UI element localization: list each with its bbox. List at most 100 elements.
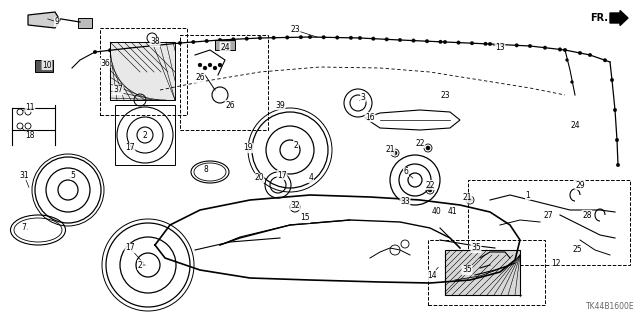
Circle shape: [232, 38, 235, 41]
Bar: [428, 240, 545, 305]
Circle shape: [563, 48, 567, 52]
Text: 20: 20: [254, 174, 264, 182]
Circle shape: [443, 40, 447, 44]
Circle shape: [502, 43, 505, 47]
Bar: [445, 250, 520, 295]
Circle shape: [128, 46, 132, 50]
Circle shape: [218, 63, 222, 67]
Circle shape: [203, 66, 207, 70]
Text: TK44B1600E: TK44B1600E: [586, 302, 635, 311]
Text: 21: 21: [385, 145, 395, 154]
Circle shape: [169, 42, 173, 46]
Circle shape: [426, 146, 430, 150]
Text: 40: 40: [432, 207, 442, 217]
Text: 4: 4: [308, 174, 314, 182]
Text: 16: 16: [365, 113, 375, 122]
Text: 41: 41: [447, 207, 457, 217]
Circle shape: [615, 138, 619, 142]
Circle shape: [385, 38, 388, 41]
Circle shape: [398, 38, 402, 42]
Text: 24: 24: [570, 121, 580, 130]
Circle shape: [558, 48, 562, 51]
Circle shape: [578, 51, 582, 55]
Circle shape: [588, 53, 592, 57]
Text: 32: 32: [290, 201, 300, 210]
Polygon shape: [28, 12, 60, 28]
Circle shape: [308, 35, 312, 39]
Circle shape: [412, 39, 415, 42]
Circle shape: [191, 40, 195, 44]
Circle shape: [156, 43, 159, 47]
Text: 37: 37: [113, 85, 123, 94]
Circle shape: [258, 36, 262, 40]
Text: 17: 17: [277, 170, 287, 180]
Circle shape: [108, 48, 112, 52]
Circle shape: [528, 44, 532, 48]
Circle shape: [299, 35, 303, 39]
Bar: [468, 180, 630, 265]
Text: 5: 5: [70, 170, 76, 180]
Circle shape: [438, 40, 442, 44]
Circle shape: [93, 50, 97, 54]
Text: 28: 28: [582, 211, 592, 219]
Text: 36: 36: [100, 58, 110, 68]
Text: 8: 8: [204, 166, 209, 174]
Bar: [180, 35, 268, 130]
Circle shape: [178, 41, 182, 45]
Circle shape: [349, 36, 353, 40]
Text: 29: 29: [575, 181, 585, 189]
Circle shape: [372, 37, 375, 41]
Text: 27: 27: [543, 211, 553, 219]
Bar: [215, 40, 235, 50]
Text: 39: 39: [275, 100, 285, 109]
Text: 10: 10: [42, 61, 52, 70]
Bar: [115, 105, 175, 165]
Circle shape: [488, 42, 492, 46]
Bar: [35, 60, 53, 72]
Circle shape: [198, 63, 202, 67]
Text: 3: 3: [360, 93, 365, 101]
Text: 26: 26: [225, 100, 235, 109]
Circle shape: [285, 36, 289, 39]
Text: 11: 11: [25, 102, 35, 112]
Circle shape: [613, 108, 617, 112]
Text: 38: 38: [150, 38, 160, 47]
Text: 25: 25: [572, 246, 582, 255]
FancyArrow shape: [610, 11, 628, 26]
Text: 2: 2: [143, 130, 147, 139]
Circle shape: [566, 58, 568, 62]
Circle shape: [457, 41, 460, 44]
Circle shape: [484, 42, 487, 46]
Circle shape: [322, 35, 325, 39]
Text: 17: 17: [125, 243, 135, 253]
Text: 1: 1: [525, 190, 531, 199]
Circle shape: [425, 40, 429, 43]
Text: 2: 2: [138, 261, 142, 270]
Text: 23: 23: [290, 26, 300, 34]
Text: 14: 14: [427, 271, 437, 279]
Circle shape: [616, 163, 620, 167]
Text: 2: 2: [294, 140, 298, 150]
Circle shape: [428, 188, 432, 192]
Text: 7: 7: [22, 224, 26, 233]
Bar: [100, 28, 187, 115]
Circle shape: [205, 39, 209, 43]
Text: 17: 17: [125, 144, 135, 152]
Text: 22: 22: [415, 138, 425, 147]
Circle shape: [213, 66, 217, 70]
Bar: [110, 42, 175, 100]
Text: 23: 23: [440, 91, 450, 100]
Text: 22: 22: [425, 181, 435, 189]
Circle shape: [610, 78, 614, 82]
Circle shape: [245, 37, 248, 41]
Circle shape: [358, 36, 362, 40]
Circle shape: [515, 43, 518, 47]
Circle shape: [142, 45, 145, 48]
Text: 15: 15: [300, 213, 310, 222]
Circle shape: [468, 198, 472, 202]
Text: 21: 21: [462, 194, 472, 203]
Circle shape: [570, 80, 573, 84]
Text: 31: 31: [19, 170, 29, 180]
Text: 9: 9: [54, 18, 60, 26]
Text: 24: 24: [220, 42, 230, 51]
